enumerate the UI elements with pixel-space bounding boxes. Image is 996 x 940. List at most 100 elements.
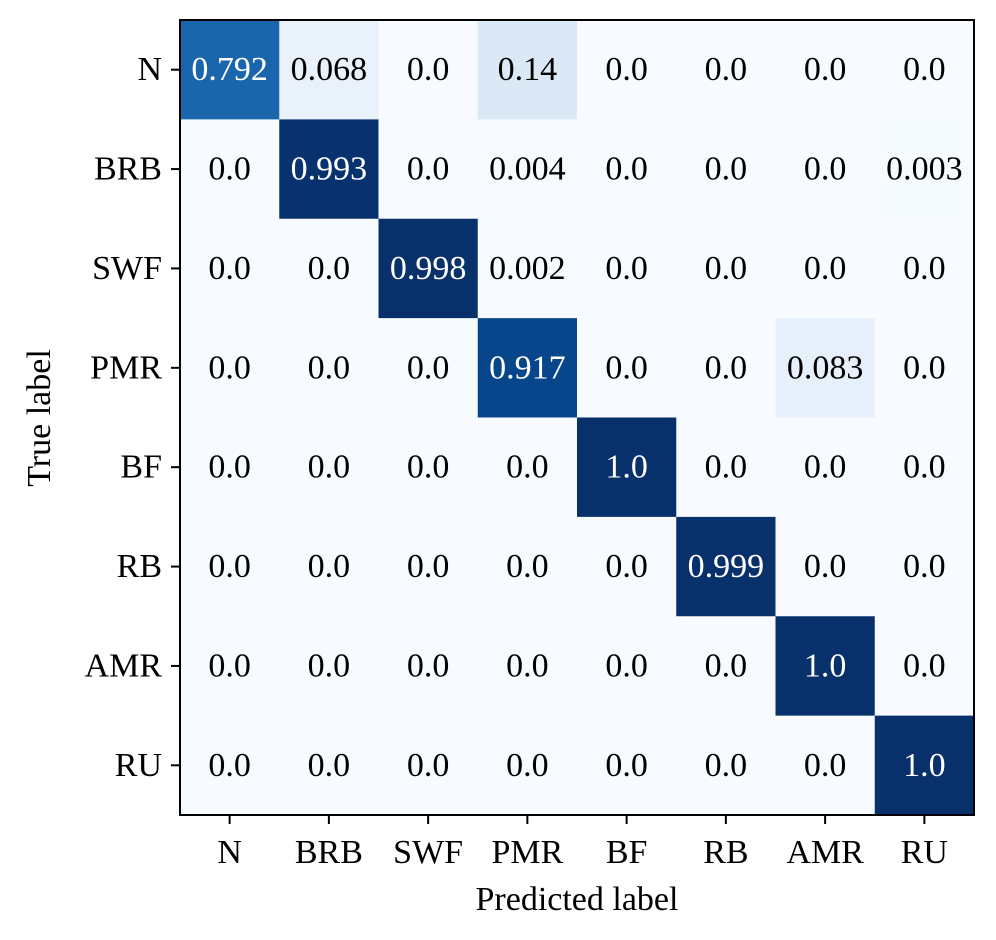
cell-value-label: 0.917: [489, 349, 566, 386]
cell-value-label: 1.0: [605, 449, 648, 486]
cell-value-label: 0.0: [605, 349, 648, 386]
heatmap-cell: [378, 516, 479, 617]
x-tick-label: RB: [703, 834, 748, 871]
heatmap-cell: [180, 20, 280, 120]
cell-value-label: 0.0: [506, 548, 549, 585]
y-tick-label: PMR: [90, 349, 162, 386]
cell-value-label: 0.004: [489, 151, 566, 188]
heatmap-cell: [874, 218, 975, 319]
cell-value-label: 0.14: [498, 51, 558, 88]
heatmap-cell: [775, 318, 876, 419]
heatmap-cell: [874, 417, 975, 518]
heatmap-cell: [676, 616, 776, 717]
heatmap-cell: [676, 516, 776, 617]
cell-value-label: 0.999: [688, 548, 765, 585]
heatmap-cell: [378, 20, 479, 120]
cell-value-label: 0.083: [787, 349, 864, 386]
heatmap-cell: [775, 417, 876, 518]
heatmap-cell: [279, 119, 379, 220]
cell-value-label: 0.0: [903, 51, 946, 88]
x-tick-label: SWF: [393, 834, 463, 871]
x-tick-label: BRB: [295, 834, 363, 871]
cell-value-label: 0.0: [804, 151, 847, 188]
heatmap-cell: [775, 119, 876, 220]
cell-value-label: 0.0: [208, 151, 251, 188]
cell-value-label: 0.0: [308, 548, 351, 585]
x-tick-label: AMR: [786, 834, 864, 871]
cell-value-label: 0.0: [903, 349, 946, 386]
y-tick-label: N: [137, 51, 162, 88]
cell-value-label: 0.0: [903, 548, 946, 585]
heatmap-cell: [378, 218, 479, 319]
heatmap-cell: [775, 218, 876, 319]
heatmap-cell: [180, 516, 280, 617]
y-tick-label: BF: [120, 449, 162, 486]
heatmap-cell: [874, 715, 975, 816]
heatmap-cell: [874, 616, 975, 717]
heatmap-cell: [477, 616, 578, 717]
x-tick-label: N: [217, 834, 242, 871]
heatmap-cell: [577, 417, 677, 518]
heatmap-cell: [577, 715, 677, 816]
heatmap-cell: [279, 616, 379, 717]
cell-value-label: 0.0: [407, 449, 450, 486]
heatmap-cell: [577, 318, 677, 419]
heatmap-cell: [378, 417, 479, 518]
heatmap-cell: [577, 516, 677, 617]
cell-value-label: 0.0: [208, 349, 251, 386]
heatmap-cell: [477, 715, 578, 816]
heatmap-cell: [676, 20, 776, 120]
cell-value-label: 0.0: [903, 647, 946, 684]
cell-value-label: 0.993: [291, 151, 368, 188]
heatmap-cell: [477, 218, 578, 319]
y-tick-label: RB: [117, 548, 162, 585]
y-tick-label: SWF: [92, 250, 162, 287]
cell-value-label: 0.0: [705, 449, 748, 486]
y-axis-label: True label: [21, 349, 58, 487]
y-tick-label: AMR: [85, 647, 163, 684]
heatmap-cell: [874, 516, 975, 617]
cell-value-label: 0.0: [705, 250, 748, 287]
cell-value-label: 0.0: [605, 250, 648, 287]
heatmap-cell: [676, 417, 776, 518]
cell-value-label: 0.0: [308, 647, 351, 684]
cell-value-label: 0.0: [705, 51, 748, 88]
heatmap-cell: [477, 516, 578, 617]
heatmap-cell: [378, 318, 479, 419]
cell-value-label: 0.0: [605, 548, 648, 585]
y-tick-label: RU: [115, 747, 162, 784]
cell-value-label: 0.0: [407, 747, 450, 784]
heatmap-cell: [279, 318, 379, 419]
heatmap-cell: [279, 20, 379, 120]
heatmap-cell: [180, 218, 280, 319]
heatmap-cell: [378, 119, 479, 220]
heatmap-cell: [477, 417, 578, 518]
cell-value-label: 0.0: [208, 250, 251, 287]
cell-value-label: 0.0: [308, 349, 351, 386]
heatmap-cell: [477, 318, 578, 419]
cell-value-label: 1.0: [903, 747, 946, 784]
heatmap-cell: [477, 20, 578, 120]
cell-value-label: 0.068: [291, 51, 368, 88]
heatmap-cell: [180, 417, 280, 518]
heatmap-cell: [676, 318, 776, 419]
heatmap-cell: [180, 715, 280, 816]
x-axis-label: Predicted label: [476, 881, 679, 918]
heatmap-cell: [577, 20, 677, 120]
cell-value-label: 0.0: [705, 747, 748, 784]
cell-value-label: 0.0: [208, 647, 251, 684]
cell-value-label: 0.792: [191, 51, 268, 88]
cell-value-label: 0.0: [407, 647, 450, 684]
cell-value-label: 0.0: [208, 747, 251, 784]
heatmap-cell: [874, 20, 975, 120]
heatmap-cell: [180, 616, 280, 717]
heatmap-cell: [378, 715, 479, 816]
cell-value-label: 0.0: [804, 548, 847, 585]
cell-value-label: 0.0: [407, 349, 450, 386]
heatmap-cell: [279, 417, 379, 518]
heatmap-cell: [577, 119, 677, 220]
heatmap-cell: [775, 616, 876, 717]
cell-value-label: 1.0: [804, 647, 847, 684]
